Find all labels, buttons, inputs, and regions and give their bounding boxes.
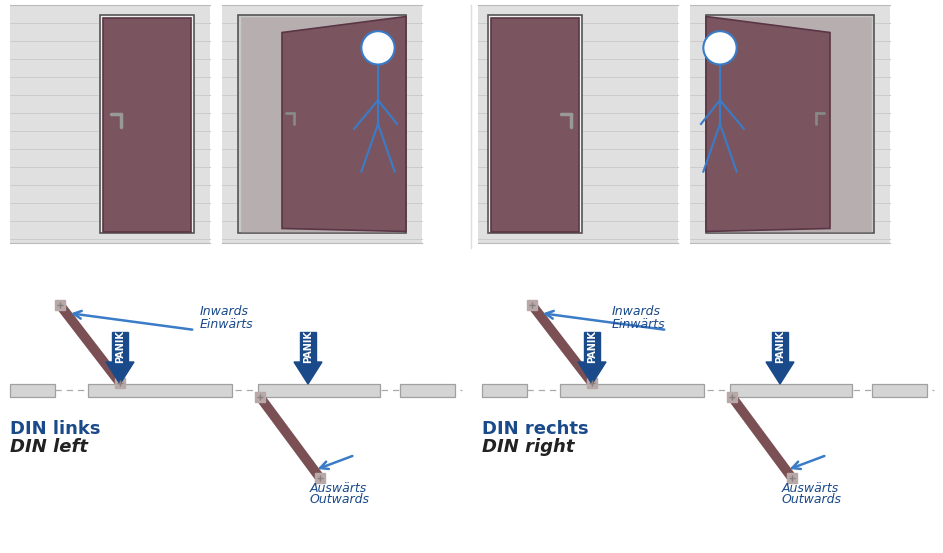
Circle shape bbox=[361, 31, 395, 65]
Text: Einwärts: Einwärts bbox=[612, 318, 666, 331]
Text: PANIK: PANIK bbox=[115, 331, 125, 363]
Polygon shape bbox=[706, 17, 830, 232]
Text: Auswärts: Auswärts bbox=[310, 482, 367, 495]
Polygon shape bbox=[106, 362, 134, 384]
Bar bbox=[488, 14, 582, 233]
Bar bbox=[103, 18, 191, 232]
Polygon shape bbox=[578, 362, 606, 384]
Bar bbox=[88, 383, 232, 397]
Text: Inwards: Inwards bbox=[612, 305, 661, 318]
Bar bbox=[300, 332, 316, 362]
Bar bbox=[730, 383, 852, 397]
Bar bbox=[400, 383, 455, 397]
Text: PANIK: PANIK bbox=[775, 331, 785, 363]
Polygon shape bbox=[766, 362, 794, 384]
Bar bbox=[706, 14, 874, 233]
Text: DIN left: DIN left bbox=[10, 438, 88, 456]
Text: Outwards: Outwards bbox=[310, 493, 370, 506]
Text: DIN right: DIN right bbox=[482, 438, 574, 456]
Circle shape bbox=[703, 31, 736, 65]
Bar bbox=[584, 332, 600, 362]
Bar bbox=[772, 332, 788, 362]
Text: DIN rechts: DIN rechts bbox=[482, 420, 588, 438]
Bar bbox=[478, 5, 678, 243]
Bar bbox=[10, 383, 55, 397]
Bar bbox=[491, 18, 579, 232]
Polygon shape bbox=[294, 362, 322, 384]
Bar bbox=[241, 17, 403, 232]
Polygon shape bbox=[282, 17, 406, 232]
Text: DIN links: DIN links bbox=[10, 420, 101, 438]
Text: PANIK: PANIK bbox=[587, 331, 597, 363]
Text: Inwards: Inwards bbox=[200, 305, 249, 318]
Text: Auswärts: Auswärts bbox=[782, 482, 839, 495]
Bar bbox=[560, 383, 704, 397]
Bar bbox=[112, 332, 128, 362]
Text: Einwärts: Einwärts bbox=[200, 318, 254, 331]
Bar bbox=[482, 383, 527, 397]
Bar bbox=[10, 5, 210, 243]
Bar bbox=[100, 14, 194, 233]
Bar bbox=[222, 5, 422, 243]
Bar bbox=[872, 383, 927, 397]
Bar bbox=[238, 14, 406, 233]
Bar bbox=[709, 17, 871, 232]
Text: PANIK: PANIK bbox=[303, 331, 313, 363]
Bar bbox=[690, 5, 890, 243]
Bar bbox=[258, 383, 380, 397]
Text: Outwards: Outwards bbox=[782, 493, 842, 506]
